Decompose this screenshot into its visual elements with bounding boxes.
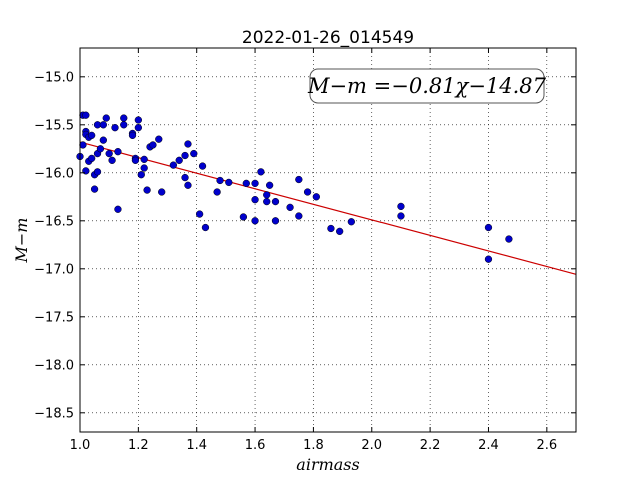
data-point <box>175 156 183 164</box>
data-point <box>82 111 90 119</box>
x-tick-label: 2.4 <box>478 438 499 453</box>
data-point <box>225 178 233 187</box>
data-point <box>140 155 148 164</box>
data-point <box>111 124 119 132</box>
data-point <box>242 179 250 188</box>
plot-area <box>80 48 576 432</box>
data-point <box>108 156 116 164</box>
x-axis-label: airmass <box>296 455 359 474</box>
data-point <box>158 188 166 196</box>
data-point <box>263 191 271 199</box>
data-point <box>93 168 102 176</box>
x-tick-label: 2.2 <box>420 438 441 453</box>
data-point <box>88 131 96 140</box>
data-point <box>120 121 128 129</box>
data-point <box>251 179 259 188</box>
data-point <box>397 202 405 211</box>
y-tick-label: −16.0 <box>34 166 74 181</box>
data-point <box>257 168 265 176</box>
y-tick-label: −17.5 <box>34 310 74 325</box>
x-tick-label: 1.4 <box>186 438 207 453</box>
data-point <box>128 131 137 140</box>
y-tick-label: −18.5 <box>34 406 74 421</box>
data-point <box>96 145 105 153</box>
data-point <box>271 217 280 225</box>
data-point <box>295 175 303 184</box>
data-point <box>149 141 157 149</box>
y-axis-label: M−m <box>12 218 31 264</box>
plot-frame <box>79 47 577 433</box>
y-tick-label: −17.0 <box>34 262 74 277</box>
annotation-box <box>309 68 545 104</box>
data-point <box>484 223 493 232</box>
data-point <box>190 149 198 158</box>
data-point <box>484 255 493 263</box>
grid <box>79 48 576 432</box>
data-point <box>134 124 143 132</box>
data-point <box>105 149 113 158</box>
data-point <box>134 116 143 124</box>
data-point <box>137 171 145 179</box>
fit-equation-annotation: M−m =−0.81χ−14.87 <box>307 74 547 98</box>
chart-title: 2022-01-26_014549 <box>242 28 414 48</box>
data-point <box>336 227 344 236</box>
data-point <box>505 235 513 243</box>
data-point <box>303 188 312 196</box>
y-tick-label: −16.5 <box>34 214 74 229</box>
data-point <box>195 210 204 218</box>
data-point <box>198 162 207 170</box>
data-point <box>271 197 280 206</box>
data-point <box>88 154 96 163</box>
data-point <box>263 197 271 206</box>
data-point <box>102 114 110 122</box>
x-tick-label: 2.0 <box>361 438 382 453</box>
x-tick-label: 1.2 <box>128 438 149 453</box>
data-point <box>181 173 189 182</box>
data-point <box>251 196 259 204</box>
fit-line <box>79 141 577 275</box>
data-point <box>286 203 294 212</box>
y-tick-label: −15.5 <box>34 118 74 133</box>
x-tick-label: 1.8 <box>303 438 324 453</box>
data-point <box>131 156 140 164</box>
data-point <box>181 151 189 160</box>
data-point <box>327 224 335 233</box>
data-point <box>295 212 303 220</box>
y-tick-label: −18.0 <box>34 358 74 373</box>
data-point <box>213 188 221 196</box>
data-point <box>347 218 355 226</box>
x-tick-label: 1.6 <box>245 438 266 453</box>
data-point <box>251 217 259 225</box>
axis-ticks: 1.0 1.2 1.4 1.6 1.8 2.0 2.2 2.4 2.6 −15.0 −15.5 −16… <box>34 48 576 453</box>
data-point <box>184 140 192 148</box>
data-point <box>99 121 107 129</box>
data-point <box>114 148 122 156</box>
x-tick-label: 2.6 <box>536 438 557 453</box>
data-point <box>397 212 405 220</box>
data-point <box>114 205 122 213</box>
data-point <box>265 181 274 189</box>
data-point <box>312 193 320 201</box>
data-point <box>184 181 192 189</box>
data-point <box>169 161 178 169</box>
y-tick-label: −15.0 <box>34 70 74 85</box>
data-point <box>99 136 107 144</box>
data-point <box>216 176 224 185</box>
data-point <box>120 114 128 122</box>
data-point <box>155 135 163 143</box>
data-point <box>140 164 148 172</box>
x-tick-label: 1.0 <box>70 438 91 453</box>
fit-line-group <box>79 141 577 275</box>
data-point <box>201 223 210 232</box>
data-point <box>90 185 99 193</box>
data-point <box>239 213 248 221</box>
data-point <box>143 186 151 194</box>
data-point <box>79 141 87 149</box>
